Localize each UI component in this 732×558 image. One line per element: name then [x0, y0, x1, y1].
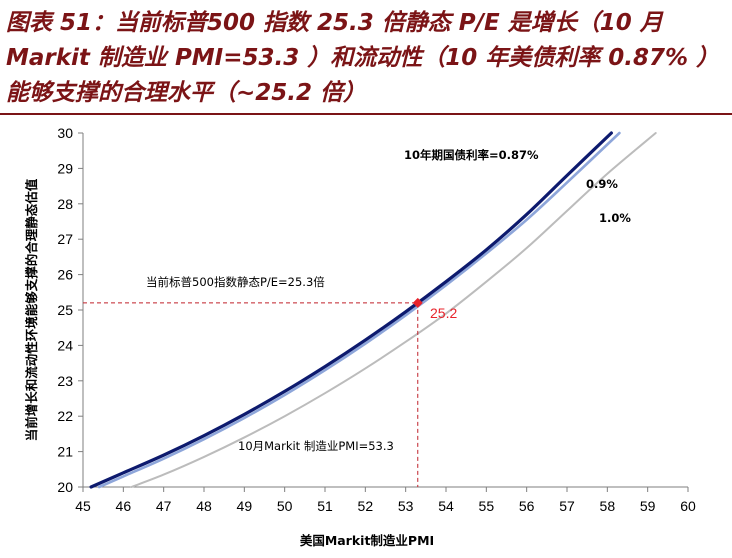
- x-tick-label: 45: [75, 498, 91, 514]
- series-lines: [89, 131, 657, 489]
- x-tick-label: 50: [277, 498, 293, 514]
- y-axis-label: 当前增长和流动性环境能够支撑的合理静态估值: [24, 178, 39, 441]
- y-tick-label: 29: [57, 160, 73, 176]
- series-label-0.87: 10年期国债利率=0.87%: [404, 148, 539, 162]
- marker-value-label: 25.2: [430, 305, 457, 321]
- x-tick-label: 46: [116, 498, 132, 514]
- y-axis-ticks: 20 21 22 23 24 25 26 27 28 29 30: [57, 125, 83, 495]
- x-tick-label: 55: [479, 498, 495, 514]
- series-line-2: [130, 132, 657, 488]
- x-tick-label: 49: [237, 498, 253, 514]
- x-tick-label: 54: [438, 498, 454, 514]
- series-line-0: [89, 131, 613, 489]
- y-tick-label: 23: [57, 373, 73, 389]
- x-axis-label: 美国Markit制造业PMI: [300, 533, 434, 548]
- title-divider: [0, 113, 732, 115]
- y-tick-label: 20: [57, 479, 73, 495]
- x-tick-label: 60: [680, 498, 696, 514]
- series-line-1: [97, 131, 621, 489]
- pe-annotation: 当前标普500指数静态P/E=25.3倍: [146, 275, 325, 289]
- x-tick-label: 57: [559, 498, 575, 514]
- pmi-annotation: 10月Markit 制造业PMI=53.3: [238, 439, 394, 453]
- reference-guides: [83, 297, 423, 487]
- series-label-0.9: 0.9%: [586, 177, 618, 191]
- x-tick-label: 52: [358, 498, 374, 514]
- x-tick-label: 58: [600, 498, 616, 514]
- y-tick-label: 21: [57, 444, 73, 460]
- figure-title: 图表 51：当前标普500 指数 25.3 倍静态 P/E 是增长（10 月 M…: [6, 10, 720, 106]
- y-tick-label: 24: [57, 337, 73, 353]
- x-tick-label: 53: [398, 498, 414, 514]
- x-tick-label: 56: [519, 498, 535, 514]
- y-tick-label: 25: [57, 302, 73, 318]
- y-tick-label: 22: [57, 408, 73, 424]
- y-tick-label: 30: [57, 125, 73, 141]
- y-tick-label: 27: [57, 231, 73, 247]
- x-tick-label: 51: [317, 498, 333, 514]
- current-point-marker: [412, 297, 423, 308]
- x-tick-label: 48: [196, 498, 212, 514]
- x-tick-label: 47: [156, 498, 172, 514]
- x-tick-label: 59: [640, 498, 656, 514]
- y-tick-label: 26: [57, 267, 73, 283]
- series-label-1.0: 1.0%: [599, 211, 631, 225]
- x-axis-ticks: 45 46 47 48 49 50 51 52 53 54 55 56 57 58 59 60: [75, 487, 696, 514]
- y-tick-label: 28: [57, 196, 73, 212]
